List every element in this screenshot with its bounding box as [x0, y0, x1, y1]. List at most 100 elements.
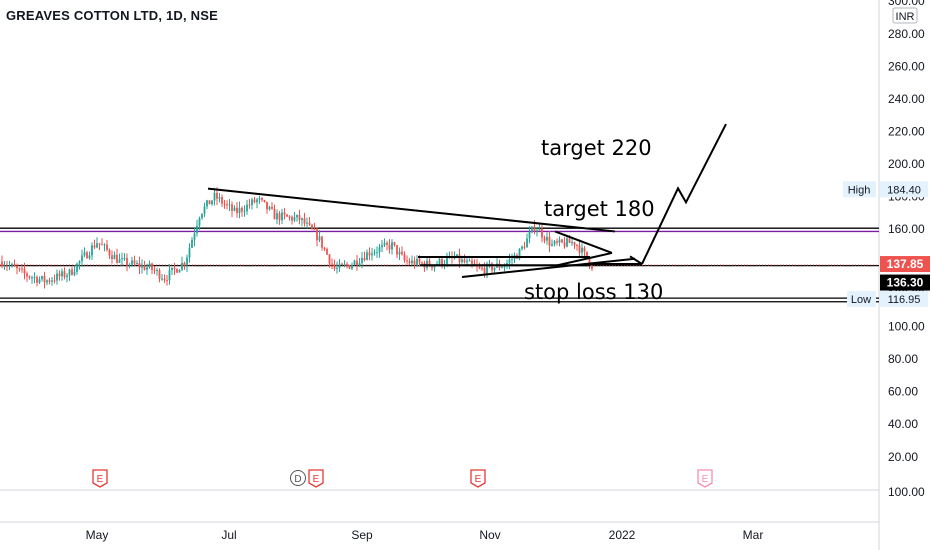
candle	[113, 251, 116, 260]
candle	[286, 213, 288, 217]
candle	[298, 209, 301, 225]
candle	[101, 238, 103, 246]
candle	[103, 243, 106, 252]
earnings-marker[interactable]: E	[308, 469, 324, 488]
svg-text:116.95: 116.95	[888, 294, 921, 306]
candle	[31, 275, 33, 284]
candle	[316, 227, 318, 247]
y-tick-label: 80.00	[888, 352, 918, 366]
candle	[161, 274, 163, 281]
candle	[263, 199, 266, 203]
candle	[38, 276, 41, 285]
candle	[496, 258, 498, 269]
candle	[548, 230, 551, 253]
price-labels: High 184.40 Low 116.95 137.85 136.30	[843, 181, 930, 308]
candle	[521, 245, 523, 251]
earnings-marker[interactable]: E	[470, 469, 486, 488]
high-label: High	[843, 181, 876, 198]
candle	[311, 223, 313, 230]
candle	[193, 228, 196, 247]
candle	[363, 251, 366, 262]
candle	[348, 264, 351, 270]
candle	[281, 208, 283, 225]
price-axis[interactable]: 300.00280.00260.00240.00220.00200.00180.…	[888, 0, 925, 499]
projection-path[interactable]	[641, 123, 727, 265]
candle	[6, 260, 8, 271]
time-axis[interactable]: May Jul Sep Nov 2022 Mar	[86, 528, 764, 542]
earnings-marker[interactable]: E	[697, 469, 713, 488]
trend-line[interactable]	[555, 251, 613, 267]
candle	[218, 192, 221, 203]
candle	[278, 211, 281, 225]
candle	[16, 263, 18, 275]
candle	[48, 277, 51, 285]
candle	[83, 247, 86, 258]
candle	[91, 242, 93, 260]
candle	[253, 196, 256, 204]
candle	[368, 247, 371, 261]
candle	[411, 255, 413, 266]
candle	[98, 243, 101, 251]
candle	[136, 260, 138, 265]
x-tick-label: Sep	[351, 528, 373, 542]
candle	[221, 194, 223, 207]
candle	[141, 259, 143, 274]
candle	[343, 260, 346, 268]
candle	[128, 263, 131, 269]
candle	[33, 272, 36, 284]
earnings-marker[interactable]: E	[92, 469, 108, 488]
candle	[323, 246, 326, 252]
candle	[356, 255, 358, 271]
trend-line[interactable]	[554, 230, 613, 254]
trend-line[interactable]	[207, 187, 616, 233]
candle	[543, 235, 546, 244]
candle	[421, 261, 423, 265]
trend-line[interactable]	[629, 255, 643, 265]
y-tick-label: 100.00	[888, 320, 925, 334]
candle	[468, 258, 471, 262]
candle	[271, 202, 273, 210]
candle	[541, 224, 543, 243]
candle	[178, 269, 181, 273]
candle	[201, 213, 203, 220]
candle	[563, 236, 566, 249]
candle	[308, 217, 311, 226]
candle	[378, 243, 381, 258]
candle	[408, 258, 411, 265]
trend-line[interactable]	[461, 257, 636, 278]
candle	[196, 219, 198, 237]
candle	[211, 199, 213, 206]
y-tick-label: 40.00	[888, 417, 918, 431]
candle	[251, 197, 253, 210]
candle	[583, 245, 586, 256]
low-label: Low	[847, 291, 876, 308]
candle	[106, 240, 108, 252]
annotation-text: target 180	[544, 197, 655, 221]
currency-badge[interactable]: INR	[892, 7, 918, 24]
candle	[426, 256, 428, 271]
y-tick-label: 60.00	[888, 385, 918, 399]
candle	[528, 226, 531, 244]
candle	[303, 212, 306, 227]
candle	[231, 201, 233, 218]
y-tick-label: 220.00	[888, 124, 925, 138]
candle	[3, 261, 6, 270]
candle	[36, 275, 38, 287]
candle	[258, 195, 261, 204]
candle	[261, 197, 263, 202]
candle	[336, 261, 338, 274]
horizontal-levels	[0, 227, 879, 303]
volume-tick-label: 100.00	[888, 485, 925, 499]
dividend-marker[interactable]: D	[290, 470, 306, 486]
candle	[338, 259, 341, 272]
candle	[486, 261, 488, 279]
candle	[256, 197, 258, 209]
candle	[21, 263, 23, 273]
candle	[371, 248, 373, 261]
candle	[171, 267, 173, 276]
candle	[558, 236, 561, 247]
candle	[121, 252, 123, 266]
y-tick-label: 20.00	[888, 450, 918, 464]
